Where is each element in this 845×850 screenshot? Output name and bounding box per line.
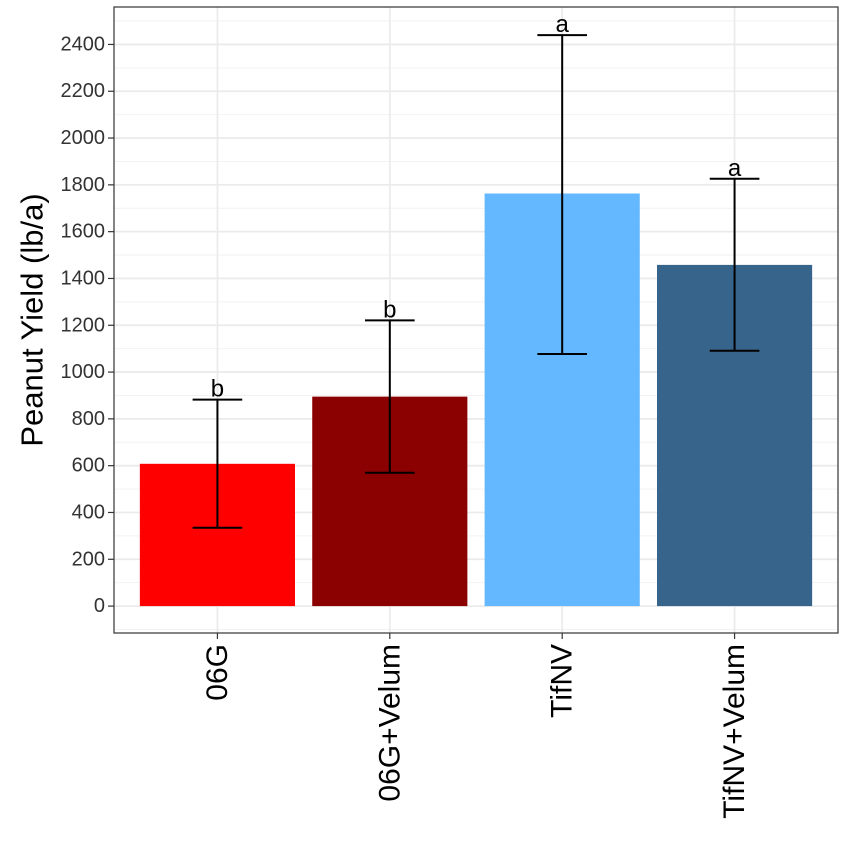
y-tick-label: 2400 (61, 33, 106, 55)
y-tick-label: 2200 (61, 80, 106, 102)
y-tick-label: 1600 (61, 221, 106, 243)
error-bar-06G+Velum (364, 319, 415, 474)
x-tick-label: 06G+Velum (373, 644, 406, 802)
x-axis: 06G 06G+Velum TifNV TifNV+Velum (201, 633, 751, 819)
y-tick-label: 1800 (61, 174, 106, 196)
y-tick-label: 1400 (61, 267, 106, 289)
plot-border (113, 6, 839, 634)
significance-label-TifNV: a (556, 11, 570, 38)
x-tick-label: TifNV (546, 644, 579, 718)
x-tick-label: 06G (201, 644, 234, 701)
significance-label-06G+Velum: b (383, 296, 396, 323)
y-axis: 0 200 400 600 800 1000 1200 1400 1600 1800 2000 220… (61, 33, 114, 617)
x-tick-label: TifNV+Velum (718, 644, 751, 819)
error-bars (192, 34, 760, 529)
y-tick-label: 0 (94, 595, 105, 617)
significance-label-TifNV+Velum: a (728, 155, 742, 182)
significance-label-06G: b (211, 376, 224, 403)
error-bar-06G (192, 398, 243, 529)
y-tick-label: 600 (72, 455, 105, 477)
y-tick-label: 400 (72, 501, 105, 523)
significance-labels: b b a a (211, 11, 742, 403)
y-tick-label: 200 (72, 548, 105, 570)
y-tick-label: 1000 (61, 361, 106, 383)
error-bar-TifNV+Velum (709, 177, 760, 352)
y-tick-label: 800 (72, 408, 105, 430)
y-tick-label: 1200 (61, 314, 106, 336)
y-tick-label: 2000 (61, 127, 106, 149)
error-bar-TifNV (537, 34, 588, 356)
y-axis-title: Peanut Yield (lb/a) (15, 193, 50, 446)
